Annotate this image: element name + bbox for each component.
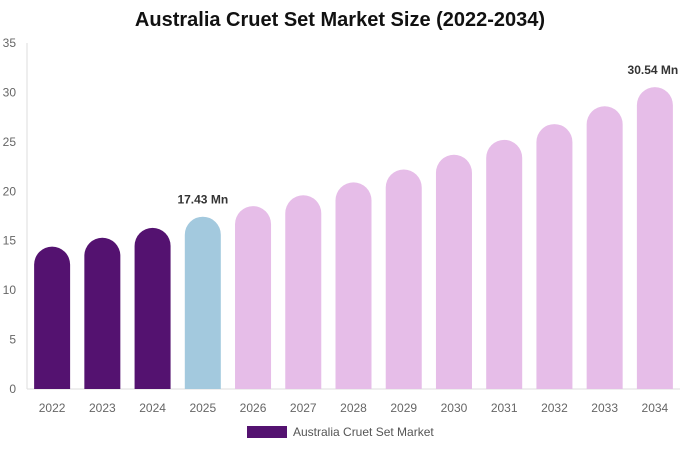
bar-2033 [586,106,623,390]
bar-2022 [34,246,71,389]
y-tick-label: 15 [3,234,17,248]
chart-title: Australia Cruet Set Market Size (2022-20… [134,9,546,31]
bar-2023 [84,237,121,389]
bar-2025 [184,216,221,389]
bar-2026 [235,206,272,389]
bar-2029 [385,169,422,389]
x-tick-label: 2034 [642,401,669,415]
legend-swatch [247,426,287,438]
x-tick-label: 2030 [441,401,468,415]
x-tick-label: 2027 [290,401,317,415]
y-tick-label: 25 [3,135,17,149]
bar-2024 [134,227,171,389]
legend: Australia Cruet Set Market [247,425,434,439]
x-tick-label: 2031 [491,401,518,415]
bar-2031 [486,139,523,389]
y-tick-label: 20 [3,184,17,198]
x-tick-label: 2024 [139,401,166,415]
x-tick-label: 2032 [541,401,568,415]
x-tick-label: 2023 [89,401,116,415]
bar-2032 [536,124,573,389]
x-tick-label: 2025 [189,401,216,415]
bar-2027 [285,195,322,389]
bar-2034 [636,87,673,390]
x-tick-label: 2028 [340,401,367,415]
y-tick-label: 5 [9,333,16,347]
bar-2030 [435,154,472,389]
x-tick-label: 2033 [591,401,618,415]
y-tick-label: 10 [3,283,17,297]
data-label: 30.54 Mn [628,63,679,77]
y-tick-label: 35 [3,36,17,50]
y-tick-label: 0 [9,382,16,396]
x-tick-label: 2029 [390,401,417,415]
x-tick-label: 2026 [240,401,267,415]
data-label: 17.43 Mn [177,193,228,207]
bar-2028 [335,182,372,389]
legend-label: Australia Cruet Set Market [293,425,434,439]
y-tick-label: 30 [3,85,17,99]
x-tick-label: 2022 [39,401,66,415]
